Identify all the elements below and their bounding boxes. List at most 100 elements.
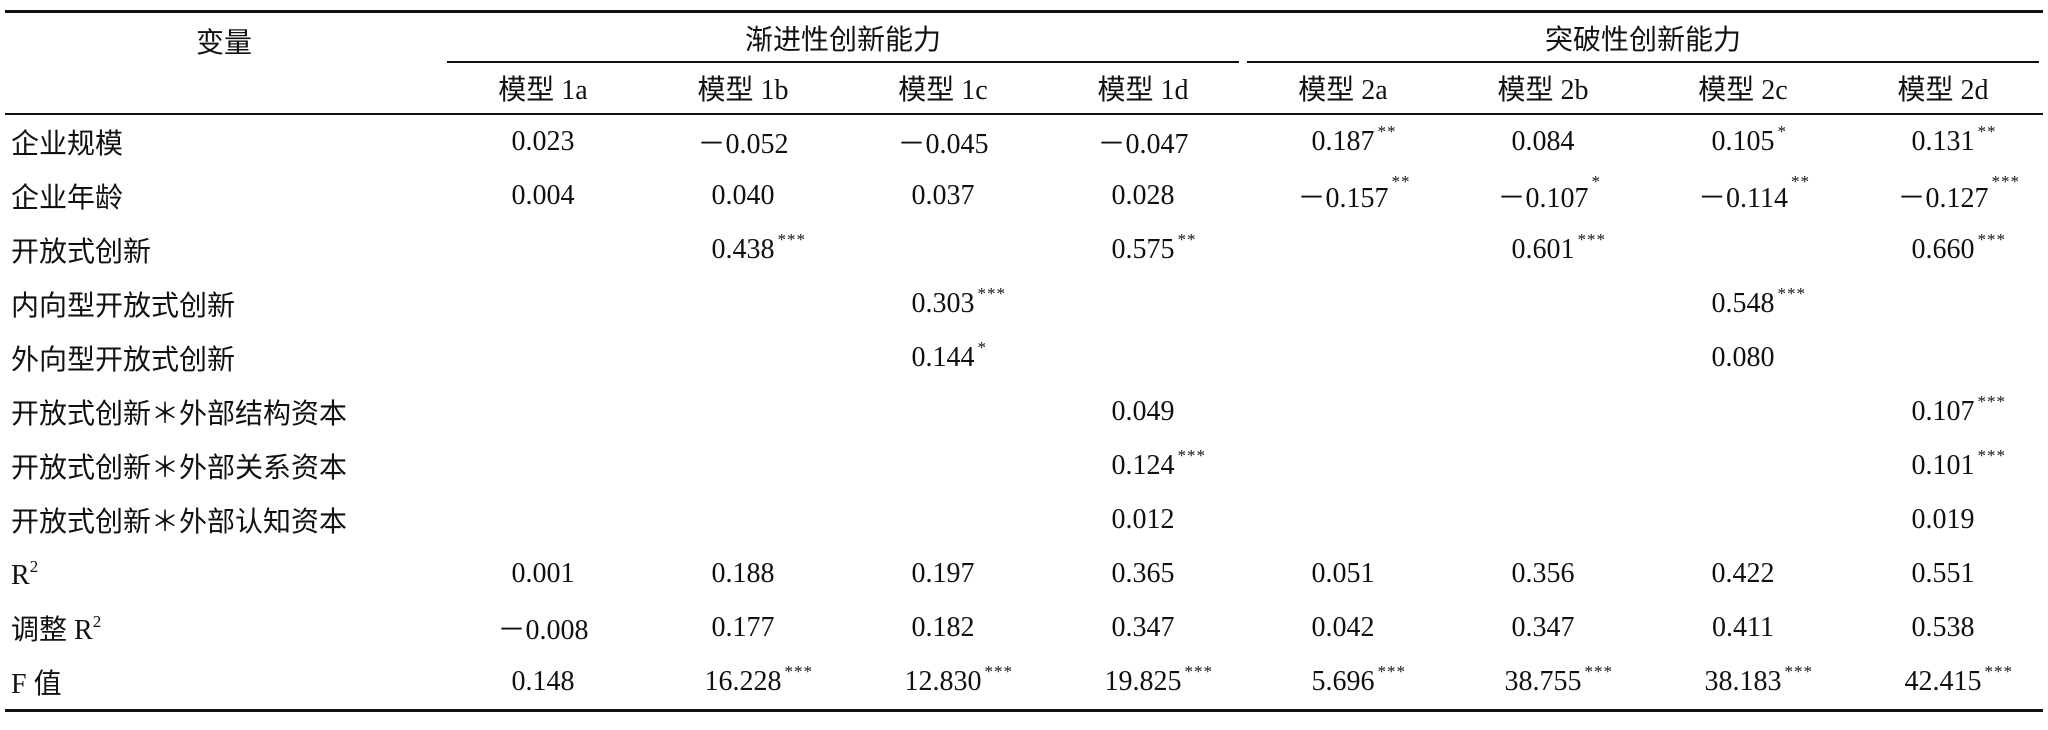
regression-table: 变量 渐进性创新能力 突破性创新能力 模型 1a 模型 1b 模型 1c 模型 1d 模… <box>5 10 2044 712</box>
superscript: *** <box>1977 230 2007 249</box>
value: 19.825 *** <box>1105 662 1213 698</box>
header-row: 变量 渐进性创新能力 突破性创新能力 <box>5 11 2043 115</box>
value: 0.144 * <box>912 338 987 374</box>
data-row: 调整 R2 －0.008 0.177 0.182 0.347 0.042 0.347 0.41… <box>5 601 2043 655</box>
table-cell: 0.001 <box>443 547 643 601</box>
row-label: F 值 <box>5 655 443 711</box>
data-row: 企业年龄 0.004 0.040 0.037 0.028 －0.157 ** －0.107 * －… <box>5 169 2043 223</box>
value: 0.107 *** <box>1911 392 2006 428</box>
table-body: 企业规模 0.023 －0.052 －0.045 －0.047 0.187 ** 0.084 0… <box>5 114 2043 711</box>
value: 0.411 <box>1712 612 1774 644</box>
value-text: 0.197 <box>911 558 975 589</box>
value: 16.228 *** <box>704 662 813 698</box>
value: 42.415 *** <box>1905 662 2013 698</box>
data-row: 开放式创新＊外部结构资本 0.049 0.107 *** <box>5 385 2043 439</box>
table-header: 变量 渐进性创新能力 突破性创新能力 模型 1a 模型 1b 模型 1c 模型 1d 模… <box>5 11 2044 115</box>
table-cell: －0.107 * <box>1443 169 1643 223</box>
table-cell <box>1443 277 1643 331</box>
value-text: 0.101 <box>1911 450 1975 481</box>
value-text: 16.228 <box>704 666 782 697</box>
value: 0.101 *** <box>1911 446 2006 482</box>
model-header: 模型 2b <box>1443 63 1644 115</box>
table-cell: 42.415 *** <box>1843 655 2043 711</box>
value: －0.008 <box>497 608 588 648</box>
value-text: 0.084 <box>1511 126 1575 157</box>
value-text: 5.696 <box>1311 666 1375 697</box>
value: －0.052 <box>697 122 788 162</box>
value-text: 0.303 <box>911 288 975 319</box>
data-row: 开放式创新＊外部认知资本 0.012 0.019 <box>5 493 2043 547</box>
value: －0.045 <box>897 122 988 162</box>
model-header: 模型 1d <box>1043 63 1244 115</box>
table-cell: 0.365 <box>1043 547 1243 601</box>
value-text: 0.001 <box>511 558 575 589</box>
value: 0.347 <box>1112 612 1175 644</box>
table-cell: 0.411 <box>1643 601 1843 655</box>
superscript: *** <box>1984 662 2014 681</box>
table-cell: 0.049 <box>1043 385 1243 439</box>
table-cell <box>1243 439 1443 493</box>
label-text: 开放式创新＊外部结构资本 <box>11 399 348 430</box>
value: 0.660 *** <box>1912 230 2006 266</box>
data-row: 开放式创新 0.438 *** 0.575 ** 0.601 *** 0.660 *** <box>5 223 2043 277</box>
value: 0.028 <box>1112 180 1175 212</box>
table-cell: 0.144 * <box>843 331 1043 385</box>
value-text: 0.551 <box>1911 558 1975 589</box>
row-label: 企业规模 <box>5 114 443 169</box>
table-cell <box>443 277 643 331</box>
data-row: 内向型开放式创新 0.303 *** 0.548 *** <box>5 277 2043 331</box>
row-label: 企业年龄 <box>5 169 443 223</box>
value-text: 0.177 <box>711 612 775 643</box>
value: 0.347 <box>1512 612 1575 644</box>
value: 0.177 <box>712 612 775 644</box>
row-label: R2 <box>5 547 443 601</box>
value: 0.551 <box>1912 558 1975 590</box>
group-title: 突破性创新能力 <box>1545 25 1742 56</box>
superscript: *** <box>984 662 1013 681</box>
table-cell: －0.008 <box>443 601 643 655</box>
value-text: 38.183 <box>1704 666 1782 697</box>
value: 0.422 <box>1712 558 1775 590</box>
value: 0.601 *** <box>1512 230 1606 266</box>
value-text: 0.107 <box>1911 396 1975 427</box>
table-cell: －0.114 ** <box>1643 169 1843 223</box>
value: －0.127 *** <box>1898 172 2020 216</box>
table-cell: 5.696 *** <box>1243 655 1443 711</box>
table-cell: 0.037 <box>843 169 1043 223</box>
table-cell: 0.177 <box>643 601 843 655</box>
table-cell <box>1243 277 1443 331</box>
table-cell <box>1043 277 1243 331</box>
model-header: 模型 1c <box>843 63 1043 115</box>
model-header: 模型 1a <box>443 63 643 115</box>
table-cell: 12.830 *** <box>843 655 1043 711</box>
superscript: ** <box>1177 230 1197 249</box>
table-cell: －0.157 ** <box>1243 169 1443 223</box>
label: 开放式创新＊外部认知资本 <box>11 507 347 538</box>
superscript: *** <box>1991 172 2021 191</box>
value: 0.001 <box>512 558 575 590</box>
value-text: －0.047 <box>1097 129 1189 160</box>
superscript: ** <box>1791 172 1810 191</box>
superscript: *** <box>1977 392 2007 411</box>
table-cell <box>1443 493 1643 547</box>
table-cell: 0.084 <box>1443 114 1643 169</box>
table-cell: 0.042 <box>1243 601 1443 655</box>
row-label: 内向型开放式创新 <box>5 277 443 331</box>
table-cell: 0.124 *** <box>1043 439 1243 493</box>
value-text: 0.422 <box>1711 558 1775 589</box>
value: 0.019 <box>1912 504 1975 536</box>
value-text: 0.023 <box>511 126 575 157</box>
table-cell <box>1243 493 1443 547</box>
value-text: 0.356 <box>1511 558 1575 589</box>
table-cell: 0.182 <box>843 601 1043 655</box>
table-cell: 0.303 *** <box>843 277 1043 331</box>
table-cell: 0.107 *** <box>1843 385 2043 439</box>
value: 0.188 <box>712 558 775 590</box>
value: －0.157 ** <box>1298 172 1410 216</box>
row-label: 开放式创新 <box>5 223 443 277</box>
value-text: 0.042 <box>1311 612 1375 643</box>
table-cell <box>1843 277 2043 331</box>
table-cell <box>643 385 843 439</box>
table-cell: 0.438 *** <box>643 223 843 277</box>
table-cell <box>1243 331 1443 385</box>
